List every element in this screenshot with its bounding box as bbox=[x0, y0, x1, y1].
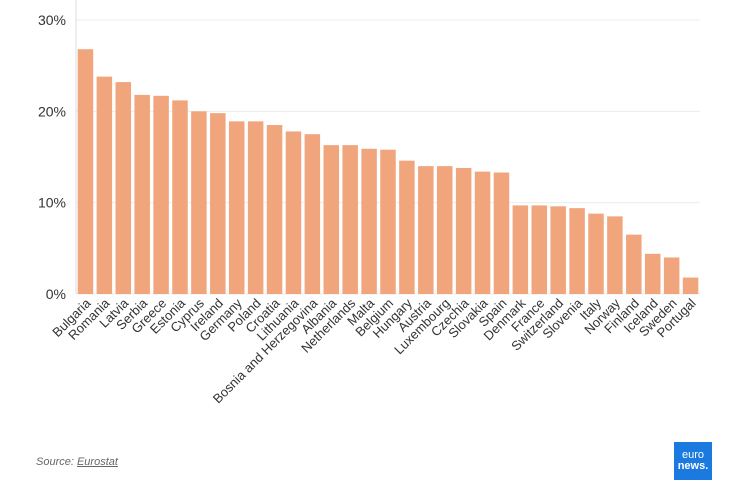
bar-albania bbox=[323, 145, 340, 294]
y-tick-label: 0% bbox=[46, 286, 66, 302]
bar-greece bbox=[153, 95, 169, 294]
bar-czechia bbox=[455, 167, 472, 294]
bar-malta bbox=[361, 148, 377, 294]
bar-luxembourg bbox=[436, 166, 453, 294]
bar-netherlands bbox=[342, 145, 358, 294]
bar-slovenia bbox=[569, 208, 585, 294]
bar-germany bbox=[228, 121, 245, 294]
source-link[interactable]: Eurostat bbox=[76, 456, 118, 468]
bar-estonia bbox=[172, 100, 188, 294]
bar-france bbox=[531, 205, 548, 294]
logo-line-1: euro bbox=[681, 449, 705, 461]
bar-portugal bbox=[682, 277, 699, 294]
bar-austria bbox=[418, 166, 434, 294]
bar-serbia bbox=[134, 94, 150, 294]
bar-norway bbox=[607, 216, 623, 294]
y-tick-label: 10% bbox=[38, 195, 66, 211]
bar-italy bbox=[588, 213, 604, 294]
bar-ireland bbox=[210, 113, 226, 294]
bar-romania bbox=[96, 76, 113, 294]
y-tick-label: 20% bbox=[38, 103, 66, 119]
source-note: Source: Eurostat bbox=[36, 456, 118, 468]
bar-finland bbox=[626, 234, 642, 294]
bar-chart: 0%10%20%30%BulgariaRomaniaLatviaSerbiaGr… bbox=[38, 0, 700, 406]
bar-iceland bbox=[644, 253, 661, 294]
bar-cyprus bbox=[191, 111, 207, 294]
source-prefix: Source: bbox=[36, 456, 77, 468]
euronews-logo: euro news. bbox=[674, 442, 712, 480]
bar-denmark bbox=[512, 205, 529, 294]
bar-belgium bbox=[380, 149, 396, 294]
bar-lithuania bbox=[285, 131, 302, 294]
y-tick-label: 30% bbox=[38, 12, 66, 28]
bar-sweden bbox=[663, 257, 680, 294]
bar-bosnia-and-herzegovina bbox=[304, 134, 321, 294]
bar-switzerland bbox=[550, 206, 566, 294]
logo-line-2: news. bbox=[677, 460, 709, 472]
bar-poland bbox=[247, 121, 264, 294]
bar-latvia bbox=[115, 82, 132, 295]
bar-spain bbox=[493, 172, 510, 294]
bar-slovakia bbox=[474, 171, 491, 294]
bar-croatia bbox=[266, 125, 283, 295]
bar-bulgaria bbox=[77, 49, 94, 294]
bar-hungary bbox=[399, 160, 415, 294]
